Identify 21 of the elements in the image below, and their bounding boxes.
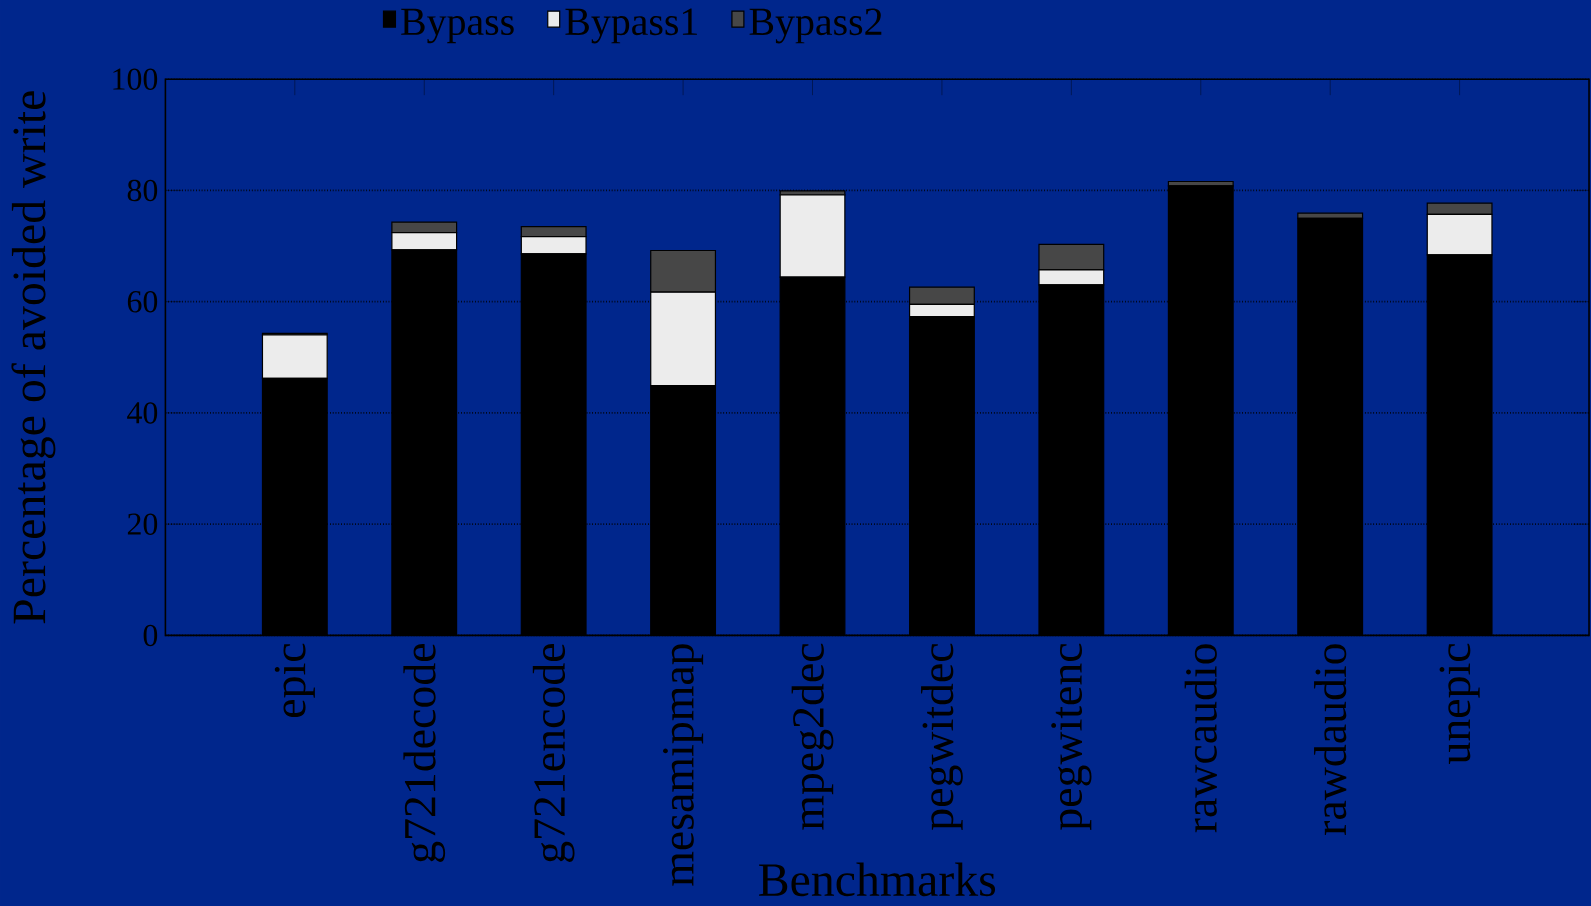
x-tick-label: g721decode (403, 644, 446, 862)
y-tick-label: 80 (127, 179, 158, 202)
legend-label: Bypass1 (565, 8, 697, 44)
legend-label: Bypass2 (749, 8, 882, 44)
x-tick-label: rawcaudio (1184, 644, 1217, 833)
x-tick-label: g721encode (532, 644, 575, 862)
y-tick-label: 100 (113, 68, 158, 90)
y-tick-label: 0 (143, 624, 158, 647)
y-tick-label: 20 (127, 513, 158, 535)
y-tick-label: 60 (127, 290, 158, 313)
x-tick-label: mesamipmap (663, 644, 704, 886)
x-tick-label: pegwitenc (1051, 643, 1092, 830)
x-axis-title: Benchmarks (759, 862, 996, 897)
y-tick-label: 40 (127, 402, 158, 424)
x-tick-label: unepic (1439, 643, 1480, 764)
y-axis-title: Percentage of avoided write (11, 91, 56, 624)
legend-label: Bypass (401, 8, 514, 44)
x-tick-label: epic (274, 643, 315, 717)
x-tick-label: mpeg2dec (791, 643, 834, 830)
x-tick-label: rawdaudio (1314, 644, 1347, 835)
x-tick-label: pegwitdec (921, 643, 963, 830)
